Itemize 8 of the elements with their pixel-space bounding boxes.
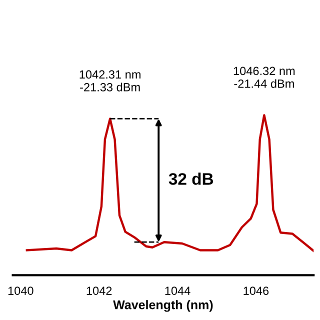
x-axis-title: Wavelength (nm) [113,300,213,312]
x-tick-label: 1042 [86,286,112,295]
x-tick-label: 1044 [165,286,190,295]
x-tick-label: 1040 [8,286,34,295]
annotation: 1042.31 nm -21.33 dBm [80,70,140,92]
annotation: 32 dB [168,172,214,185]
x-tick-label: 1046 [244,286,269,295]
annotation: 1046.32 nm -21.44 dBm [234,66,295,88]
